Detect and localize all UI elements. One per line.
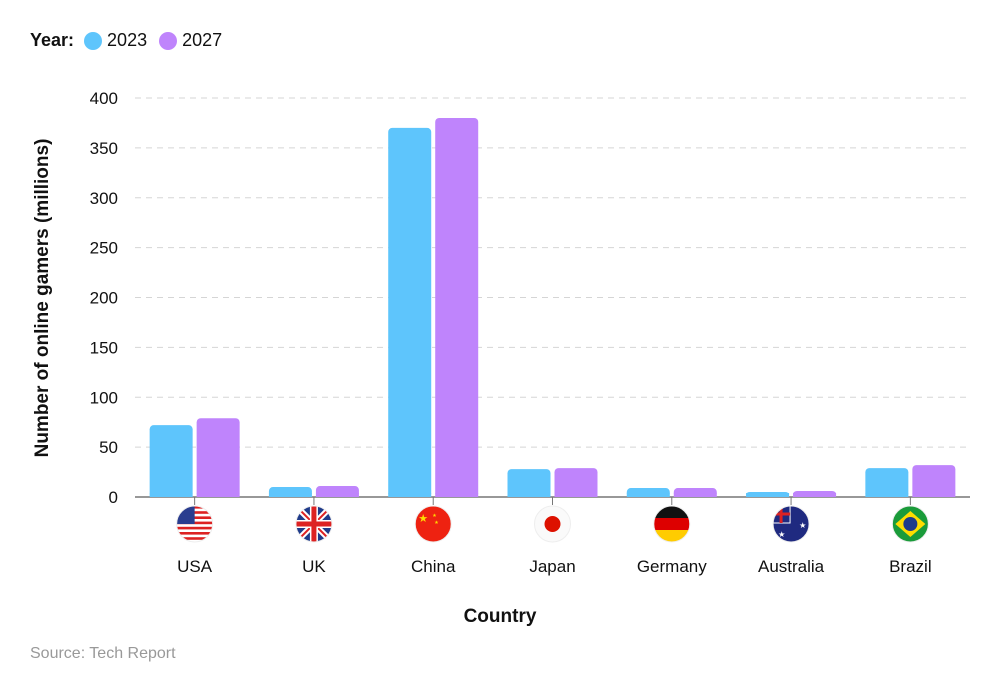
y-tick-label: 0 [109, 488, 118, 507]
bar-base [746, 493, 790, 497]
bar-base [507, 493, 551, 497]
svg-text:★: ★ [778, 530, 785, 539]
flag-border [891, 505, 929, 543]
bar-base [149, 493, 193, 497]
bar-japan-2023[interactable] [507, 469, 551, 497]
x-tick-label: USA [177, 557, 213, 576]
y-tick-label: 350 [90, 139, 118, 158]
flag-border [414, 505, 452, 543]
bar-base [865, 493, 909, 497]
svg-text:★: ★ [418, 513, 428, 525]
x-tick-label: China [411, 557, 456, 576]
bar-base [388, 493, 432, 497]
svg-text:★: ★ [432, 513, 437, 519]
y-tick-label: 200 [90, 289, 118, 308]
y-axis-label: Number of online gamers (millions) [32, 139, 53, 458]
svg-text:★: ★ [434, 520, 439, 526]
x-tick-label: Brazil [889, 557, 932, 576]
legend-swatch-2027 [159, 31, 178, 50]
bar-usa-2027[interactable] [196, 418, 240, 497]
legend-label-2023[interactable]: 2023 [107, 30, 148, 50]
bar-base [673, 493, 717, 497]
y-tick-label: 250 [90, 239, 118, 258]
legend: Year: 2023 2027 [30, 30, 222, 51]
bar-base [554, 493, 598, 497]
x-axis-label: Country [464, 606, 537, 627]
y-tick-label: 400 [90, 89, 118, 108]
bar-brazil-2023[interactable] [865, 468, 909, 497]
x-tick-label: Australia [758, 557, 825, 576]
y-tick-label: 300 [90, 189, 118, 208]
germany-flag-icon [653, 506, 690, 542]
bar-base [315, 493, 359, 497]
bar-base [196, 493, 240, 497]
y-tick-label: 150 [90, 338, 118, 357]
flag-border [653, 505, 691, 543]
y-tick-label: 100 [90, 388, 118, 407]
brazil-flag-icon [892, 506, 929, 542]
bar-china-2027[interactable] [435, 117, 479, 497]
x-tick-label: Japan [529, 557, 575, 576]
bar-base [435, 493, 479, 497]
bar-base [626, 493, 670, 497]
legend-title: Year: [30, 30, 75, 50]
bar-brazil-2027[interactable] [912, 465, 956, 497]
x-tick-label: UK [302, 557, 326, 576]
uk-flag-icon [295, 506, 332, 542]
flag-border [295, 505, 333, 543]
bar-usa-2023[interactable] [149, 425, 193, 497]
flag-border [534, 505, 571, 543]
japan-flag-icon [534, 506, 571, 542]
china-flag-icon: ★ ★★ [415, 506, 452, 542]
x-tick-label: Germany [637, 557, 707, 576]
bar-base [912, 493, 956, 497]
legend-swatch-2023 [84, 31, 103, 50]
svg-text:★: ★ [799, 521, 806, 530]
us-flag-icon [176, 506, 213, 540]
flag-border [772, 505, 810, 543]
source-note: Source: Tech Report [30, 645, 176, 662]
bar-china-2023[interactable] [388, 127, 432, 498]
bar-japan-2027[interactable] [554, 468, 598, 497]
flag-border [176, 505, 214, 543]
bar-base [268, 493, 312, 497]
legend-label-2027[interactable]: 2027 [182, 30, 223, 50]
y-tick-label: 50 [99, 438, 118, 457]
bar-base [793, 493, 837, 497]
